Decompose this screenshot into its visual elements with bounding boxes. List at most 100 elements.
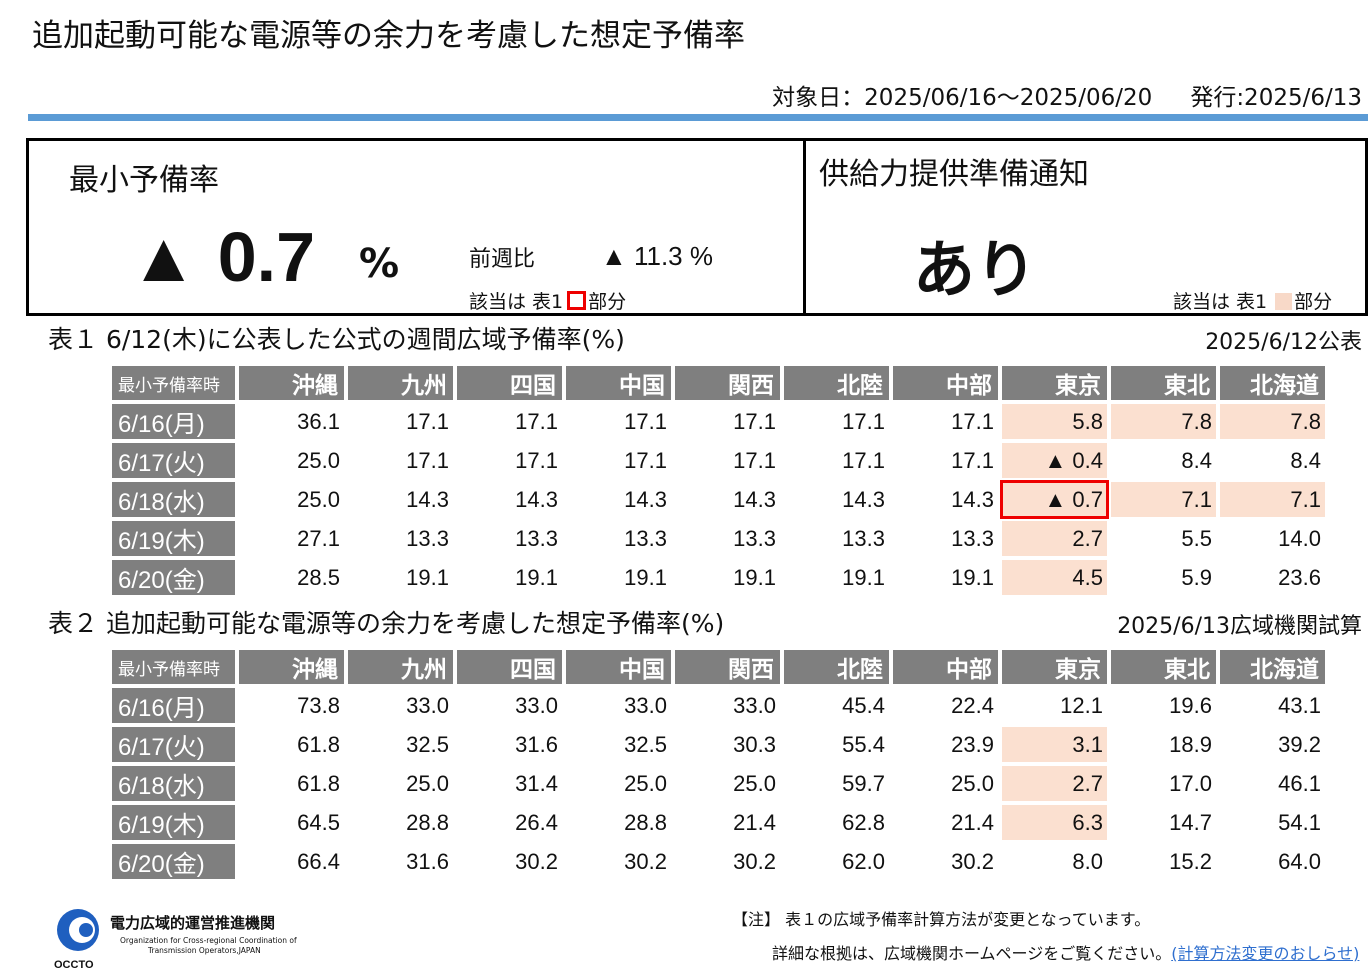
- table-cell: 27.1: [297, 525, 340, 551]
- table-cell: 31.4: [515, 770, 558, 796]
- table-row: 6/16(月) 73.8 33.0 33.0 33.0 33.0 45.4 22.4 12.1 1…: [112, 688, 1325, 723]
- table-cell: 17.1: [624, 408, 667, 434]
- row-date: 6/19(木): [112, 805, 235, 840]
- occto-short: OCCTO: [54, 959, 94, 971]
- table-cell: 17.1: [515, 447, 558, 473]
- row-date: 6/17(火): [112, 443, 235, 478]
- table-cell: 25.0: [406, 770, 449, 796]
- table-cell: 61.8: [297, 770, 340, 796]
- issue-date: 発行:2025/6/13: [1190, 85, 1362, 111]
- table-cell: 45.4: [842, 692, 885, 718]
- table-cell: 7.8: [1220, 404, 1325, 439]
- column-header: 九州: [348, 650, 453, 684]
- column-header: 関西: [675, 366, 780, 400]
- table-cell: 6.3: [1002, 805, 1107, 840]
- corner-header: 最小予備率時: [112, 650, 235, 684]
- table-cell: 13.3: [951, 525, 994, 551]
- table-cell: 17.1: [951, 408, 994, 434]
- week-over-week-label: 前週比: [469, 247, 536, 272]
- table-cell: 32.5: [406, 731, 449, 757]
- table-row: 6/19(木) 27.1 13.3 13.3 13.3 13.3 13.3 13.3 2.7 5.…: [112, 521, 1325, 556]
- table-cell: 30.2: [951, 848, 994, 874]
- column-header: 九州: [348, 366, 453, 400]
- table-cell: 28.8: [624, 809, 667, 835]
- table-cell: 25.0: [951, 770, 994, 796]
- table-cell: 21.4: [951, 809, 994, 835]
- table-cell: 19.1: [951, 564, 994, 590]
- column-header: 東北: [1111, 366, 1216, 400]
- note-detail-text: 詳細な根拠は、広域機関ホームページをご覧ください。: [772, 944, 1172, 963]
- table-cell: ▲ 0.7: [1000, 480, 1109, 519]
- table2-caption: 表２ 追加起動可能な電源等の余力を考慮した想定予備率(%): [48, 609, 725, 638]
- corner-header: 最小予備率時: [112, 366, 235, 400]
- legend-red: 該当は 表1 部分: [469, 287, 626, 314]
- table-row: 6/20(金) 28.5 19.1 19.1 19.1 19.1 19.1 19.1 4.5 5.…: [112, 560, 1325, 595]
- table-cell: 19.6: [1169, 692, 1212, 718]
- table2: 最小予備率時 沖縄 九州 四国 中国 関西 北陸 中部 東京 東北 北海道 6/16(月) 73.8 33…: [108, 646, 1329, 883]
- row-date: 6/18(水): [112, 766, 235, 801]
- table-cell: 25.0: [624, 770, 667, 796]
- table-cell: 54.1: [1278, 809, 1321, 835]
- table2-published: 2025/6/13広域機関試算: [1117, 614, 1362, 639]
- table-cell: 59.7: [842, 770, 885, 796]
- table-cell: 14.7: [1169, 809, 1212, 835]
- table-cell: 2.7: [1002, 521, 1107, 556]
- table-cell: 30.2: [515, 848, 558, 874]
- table-row: 6/20(金) 66.4 31.6 30.2 30.2 30.2 62.0 30.2 8.0 15…: [112, 844, 1325, 879]
- table-cell: 23.9: [951, 731, 994, 757]
- table-cell: 15.2: [1169, 848, 1212, 874]
- table-cell: 33.0: [515, 692, 558, 718]
- table-cell: 25.0: [297, 447, 340, 473]
- table-cell: 33.0: [733, 692, 776, 718]
- table-cell: 14.0: [1278, 525, 1321, 551]
- table-cell: 8.4: [1290, 447, 1321, 473]
- legend-red-suffix: 部分: [588, 291, 627, 313]
- table-cell: 66.4: [297, 848, 340, 874]
- table-cell: 7.1: [1111, 482, 1216, 517]
- column-header: 四国: [457, 366, 562, 400]
- note-detail: 詳細な根拠は、広域機関ホームページをご覧ください。(計算方法変更のおしらせ): [772, 940, 1359, 964]
- row-date: 6/17(火): [112, 727, 235, 762]
- table-cell: 19.1: [624, 564, 667, 590]
- org-name-en-2: Transmission Operators,JAPAN: [148, 946, 261, 955]
- page-title: 追加起動可能な電源等の余力を考慮した想定予備率: [32, 18, 745, 54]
- table-cell: 2.7: [1002, 766, 1107, 801]
- min-reserve-unit: %: [359, 241, 400, 287]
- table-cell: 33.0: [406, 692, 449, 718]
- table-cell: 5.5: [1181, 525, 1212, 551]
- table-cell: 13.3: [842, 525, 885, 551]
- table-cell: 17.1: [951, 447, 994, 473]
- table-row: 6/18(水) 25.0 14.3 14.3 14.3 14.3 14.3 14.3 ▲ 0.7…: [112, 480, 1325, 519]
- table1-caption: 表１ 6/12(木)に公表した公式の週間広域予備率(%): [48, 325, 625, 354]
- table-cell: 30.2: [624, 848, 667, 874]
- table-cell: 17.0: [1169, 770, 1212, 796]
- summary-panel: 最小予備率 ▲ 0.7 % 前週比 ▲ 11.3 % 該当は 表1 部分 供給力提…: [26, 138, 1368, 316]
- legend-peach-text: 該当は 表1: [1173, 291, 1268, 313]
- table-cell: 62.0: [842, 848, 885, 874]
- table-cell: 23.6: [1278, 564, 1321, 590]
- column-header: 北海道: [1220, 650, 1325, 684]
- table-cell: 13.3: [733, 525, 776, 551]
- occto-logo: OCCTO 電力広域的運営推進機関 Organization for Cross…: [52, 906, 312, 976]
- table-cell: 64.5: [297, 809, 340, 835]
- table-cell: 3.1: [1002, 727, 1107, 762]
- table-cell: 13.3: [406, 525, 449, 551]
- table-cell: 28.8: [406, 809, 449, 835]
- table-cell: 17.1: [733, 447, 776, 473]
- date-info: 対象日：2025/06/16〜2025/06/20 発行:2025/6/13: [734, 78, 1362, 112]
- table-cell: 13.3: [624, 525, 667, 551]
- table-cell: 8.4: [1181, 447, 1212, 473]
- legend-red-text: 該当は 表1: [469, 291, 564, 313]
- legend-peach-suffix: 部分: [1294, 291, 1333, 313]
- table-cell: 32.5: [624, 731, 667, 757]
- calc-method-link[interactable]: (計算方法変更のおしらせ): [1171, 944, 1360, 963]
- table-cell: 14.3: [733, 486, 776, 512]
- row-date: 6/18(水): [112, 482, 235, 517]
- table-row: 6/17(火) 25.0 17.1 17.1 17.1 17.1 17.1 17.1 ▲ 0.4…: [112, 443, 1325, 478]
- table-cell: 73.8: [297, 692, 340, 718]
- week-over-week-value: ▲ 11.3 %: [601, 241, 713, 271]
- table-cell: 43.1: [1278, 692, 1321, 718]
- table-cell: 21.4: [733, 809, 776, 835]
- table-cell: 7.8: [1111, 404, 1216, 439]
- table-cell: 5.8: [1002, 404, 1107, 439]
